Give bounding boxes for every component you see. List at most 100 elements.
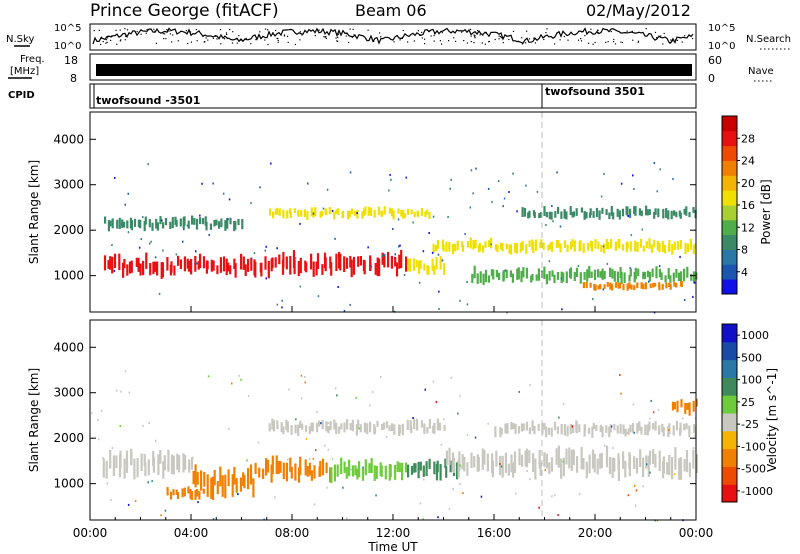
heatmap-cell [349,255,352,268]
heatmap-cell [289,211,292,218]
heatmap-cell [119,450,122,468]
heatmap-noise-cell [151,480,153,483]
heatmap-cell [528,210,531,218]
heatmap-cell [658,285,661,291]
heatmap-noise-cell [97,418,99,421]
heatmap-noise-cell [620,182,623,185]
heatmap-noise-cell [300,374,303,377]
heatmap-noise-cell [403,274,406,276]
heatmap-cell [576,456,579,473]
heatmap-cell [522,423,525,431]
heatmap-cell [275,455,278,474]
heatmap-cell [242,256,245,270]
heatmap-cell [396,461,399,472]
sky-noise-dot [325,35,327,38]
heatmap-noise-cell [124,370,127,373]
heatmap-cell [582,282,585,289]
heatmap-cell [636,423,639,434]
heatmap-cell [654,453,657,468]
heatmap-cell [204,216,207,226]
colorbar-tick-label: -100 [741,440,766,453]
heatmap-cell [676,241,679,250]
heatmap-cell [395,262,399,277]
heatmap-cell [398,425,401,434]
sky-noise-dot [106,41,108,43]
sky-noise-dot [185,30,187,32]
sky-noise-dot [136,30,138,33]
heatmap-cell [423,263,426,271]
heatmap-cell [495,269,498,278]
sky-noise-dot [226,33,228,35]
heatmap-cell [534,458,537,480]
colorbar-tick-label: 8 [741,244,748,257]
heatmap-cell [636,242,639,252]
heatmap-cell [610,205,613,216]
heatmap-cell [390,255,393,269]
sky-noise-dot [105,42,107,44]
sky-noise-dot [433,40,435,42]
heatmap-cell [294,424,297,434]
heatmap-cell [404,462,408,473]
heatmap-cell [568,447,571,469]
heatmap-cell [656,241,659,251]
heatmap-noise-cell [264,249,266,252]
heatmap-cell [655,266,658,279]
heatmap-cell [412,258,416,271]
heatmap-cell [133,458,136,480]
heatmap-cell [221,475,224,497]
heatmap-cell [519,242,522,253]
heatmap-cell [686,266,689,278]
heatmap-cell [560,211,563,219]
heatmap-noise-cell [648,280,650,283]
heatmap-cell [300,210,303,217]
sky-noise-dot [675,39,677,41]
heatmap-cell [224,220,227,231]
heatmap-cell [351,208,354,215]
heatmap-cell [258,467,261,478]
heatmap-noise-cell [630,234,633,237]
sky-noise-dot [110,35,113,37]
heatmap-cell [685,206,688,216]
heatmap-noise-cell [464,233,466,235]
heatmap-cell [623,272,626,283]
heatmap-cell [199,253,202,269]
heatmap-noise-cell [140,238,142,241]
heatmap-cell [671,457,674,480]
heatmap-cell [144,462,147,477]
heatmap-cell [609,267,612,278]
colorbar-swatch [722,145,737,161]
heatmap-noise-cell [459,464,461,467]
heatmap-cell [202,488,205,494]
heatmap-cell [456,462,459,480]
beam-title: Beam 06 [355,1,427,20]
heatmap-cell [147,459,150,476]
heatmap-noise-cell [281,299,283,302]
heatmap-cell [569,267,573,279]
colorbar-tick-label: 100 [741,374,762,387]
heatmap-cell [456,240,459,251]
heatmap-cell [187,220,190,229]
heatmap-cell [525,244,528,254]
heatmap-cell [608,457,612,475]
heatmap-cell [606,282,609,287]
sky-noise-dot [580,38,582,40]
heatmap-cell [448,447,451,466]
heatmap-cell [621,244,625,251]
heatmap-cell [513,243,516,253]
heatmap-cell [683,268,686,282]
heatmap-cell [599,424,602,432]
heatmap-cell [559,243,562,253]
heatmap-cell [597,285,600,290]
heatmap-noise-cell [656,190,658,193]
colorbar-tick-label: 25 [741,396,755,409]
heatmap-cell [303,209,306,218]
heatmap-cell [652,423,655,430]
heatmap-cell [640,210,643,217]
heatmap-cell [348,459,351,477]
heatmap-cell [535,274,538,281]
heatmap-noise-cell [634,504,637,507]
sky-noise-dot [517,40,519,42]
heatmap-cell [441,239,444,250]
heatmap-cell [607,242,610,250]
heatmap-noise-cell [322,207,325,210]
